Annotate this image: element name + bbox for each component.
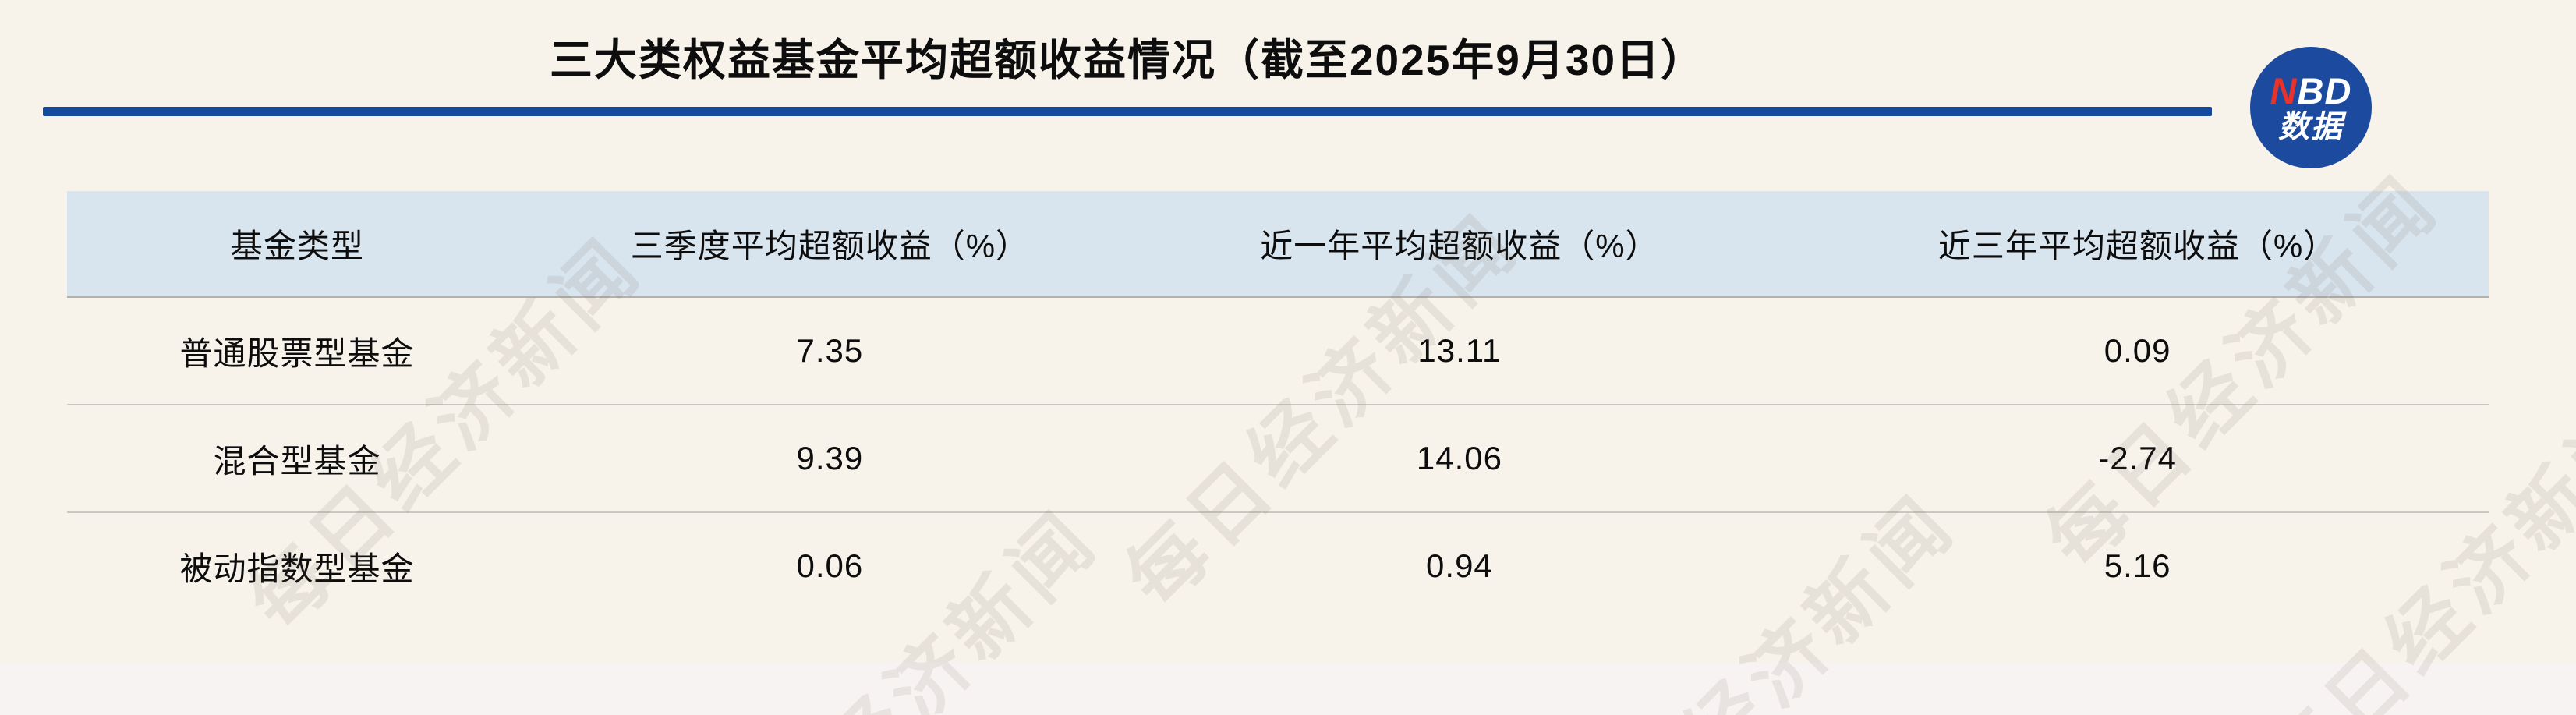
header-cell-fund-type: 基金类型	[230, 228, 365, 264]
cell-3y-value: 5.16	[2104, 547, 2171, 584]
table-row-passive-index-funds: 被动指数型基金 0.06 0.94 5.16	[67, 513, 2489, 619]
cell-fund-type: 被动指数型基金	[179, 550, 415, 587]
nbd-logo: NBD 数据	[2250, 47, 2372, 168]
logo-text-data: 数据	[2278, 109, 2344, 144]
header-cell-q3-excess-return: 三季度平均超额收益（%）	[630, 228, 1030, 264]
table-row-ordinary-stock-funds: 普通股票型基金 7.35 13.11 0.09	[67, 298, 2489, 405]
header-cell-1y-excess-return: 近一年平均超额收益（%）	[1260, 228, 1659, 264]
cell-1y-value: 13.11	[1417, 332, 1502, 369]
cell-q3-value: 7.35	[796, 332, 864, 369]
logo-letter-n: N	[2270, 70, 2298, 112]
cell-fund-type: 混合型基金	[213, 442, 381, 480]
bottom-background-strip	[0, 663, 2576, 715]
logo-text-nbd: NBD	[2270, 72, 2352, 110]
cell-fund-type: 普通股票型基金	[179, 334, 415, 372]
cell-1y-value: 14.06	[1416, 440, 1502, 476]
header-cell-3y-excess-return: 近三年平均超额收益（%）	[1937, 228, 2337, 264]
cell-3y-value: -2.74	[2098, 440, 2177, 476]
title-underline	[43, 107, 2212, 116]
cell-3y-value: 0.09	[2104, 332, 2171, 369]
cell-1y-value: 0.94	[1426, 547, 1493, 584]
table-row-hybrid-funds: 混合型基金 9.39 14.06 -2.74	[67, 405, 2489, 513]
fund-table: 基金类型 三季度平均超额收益（%） 近一年平均超额收益（%） 近三年平均超额收益…	[67, 191, 2489, 619]
logo-letters-bd: BD	[2297, 70, 2352, 112]
page-title: 三大类权益基金平均超额收益情况（截至2025年9月30日）	[549, 36, 1706, 84]
table-header-row: 基金类型 三季度平均超额收益（%） 近一年平均超额收益（%） 近三年平均超额收益…	[67, 191, 2489, 298]
cell-q3-value: 9.39	[796, 440, 864, 476]
cell-q3-value: 0.06	[796, 547, 864, 584]
